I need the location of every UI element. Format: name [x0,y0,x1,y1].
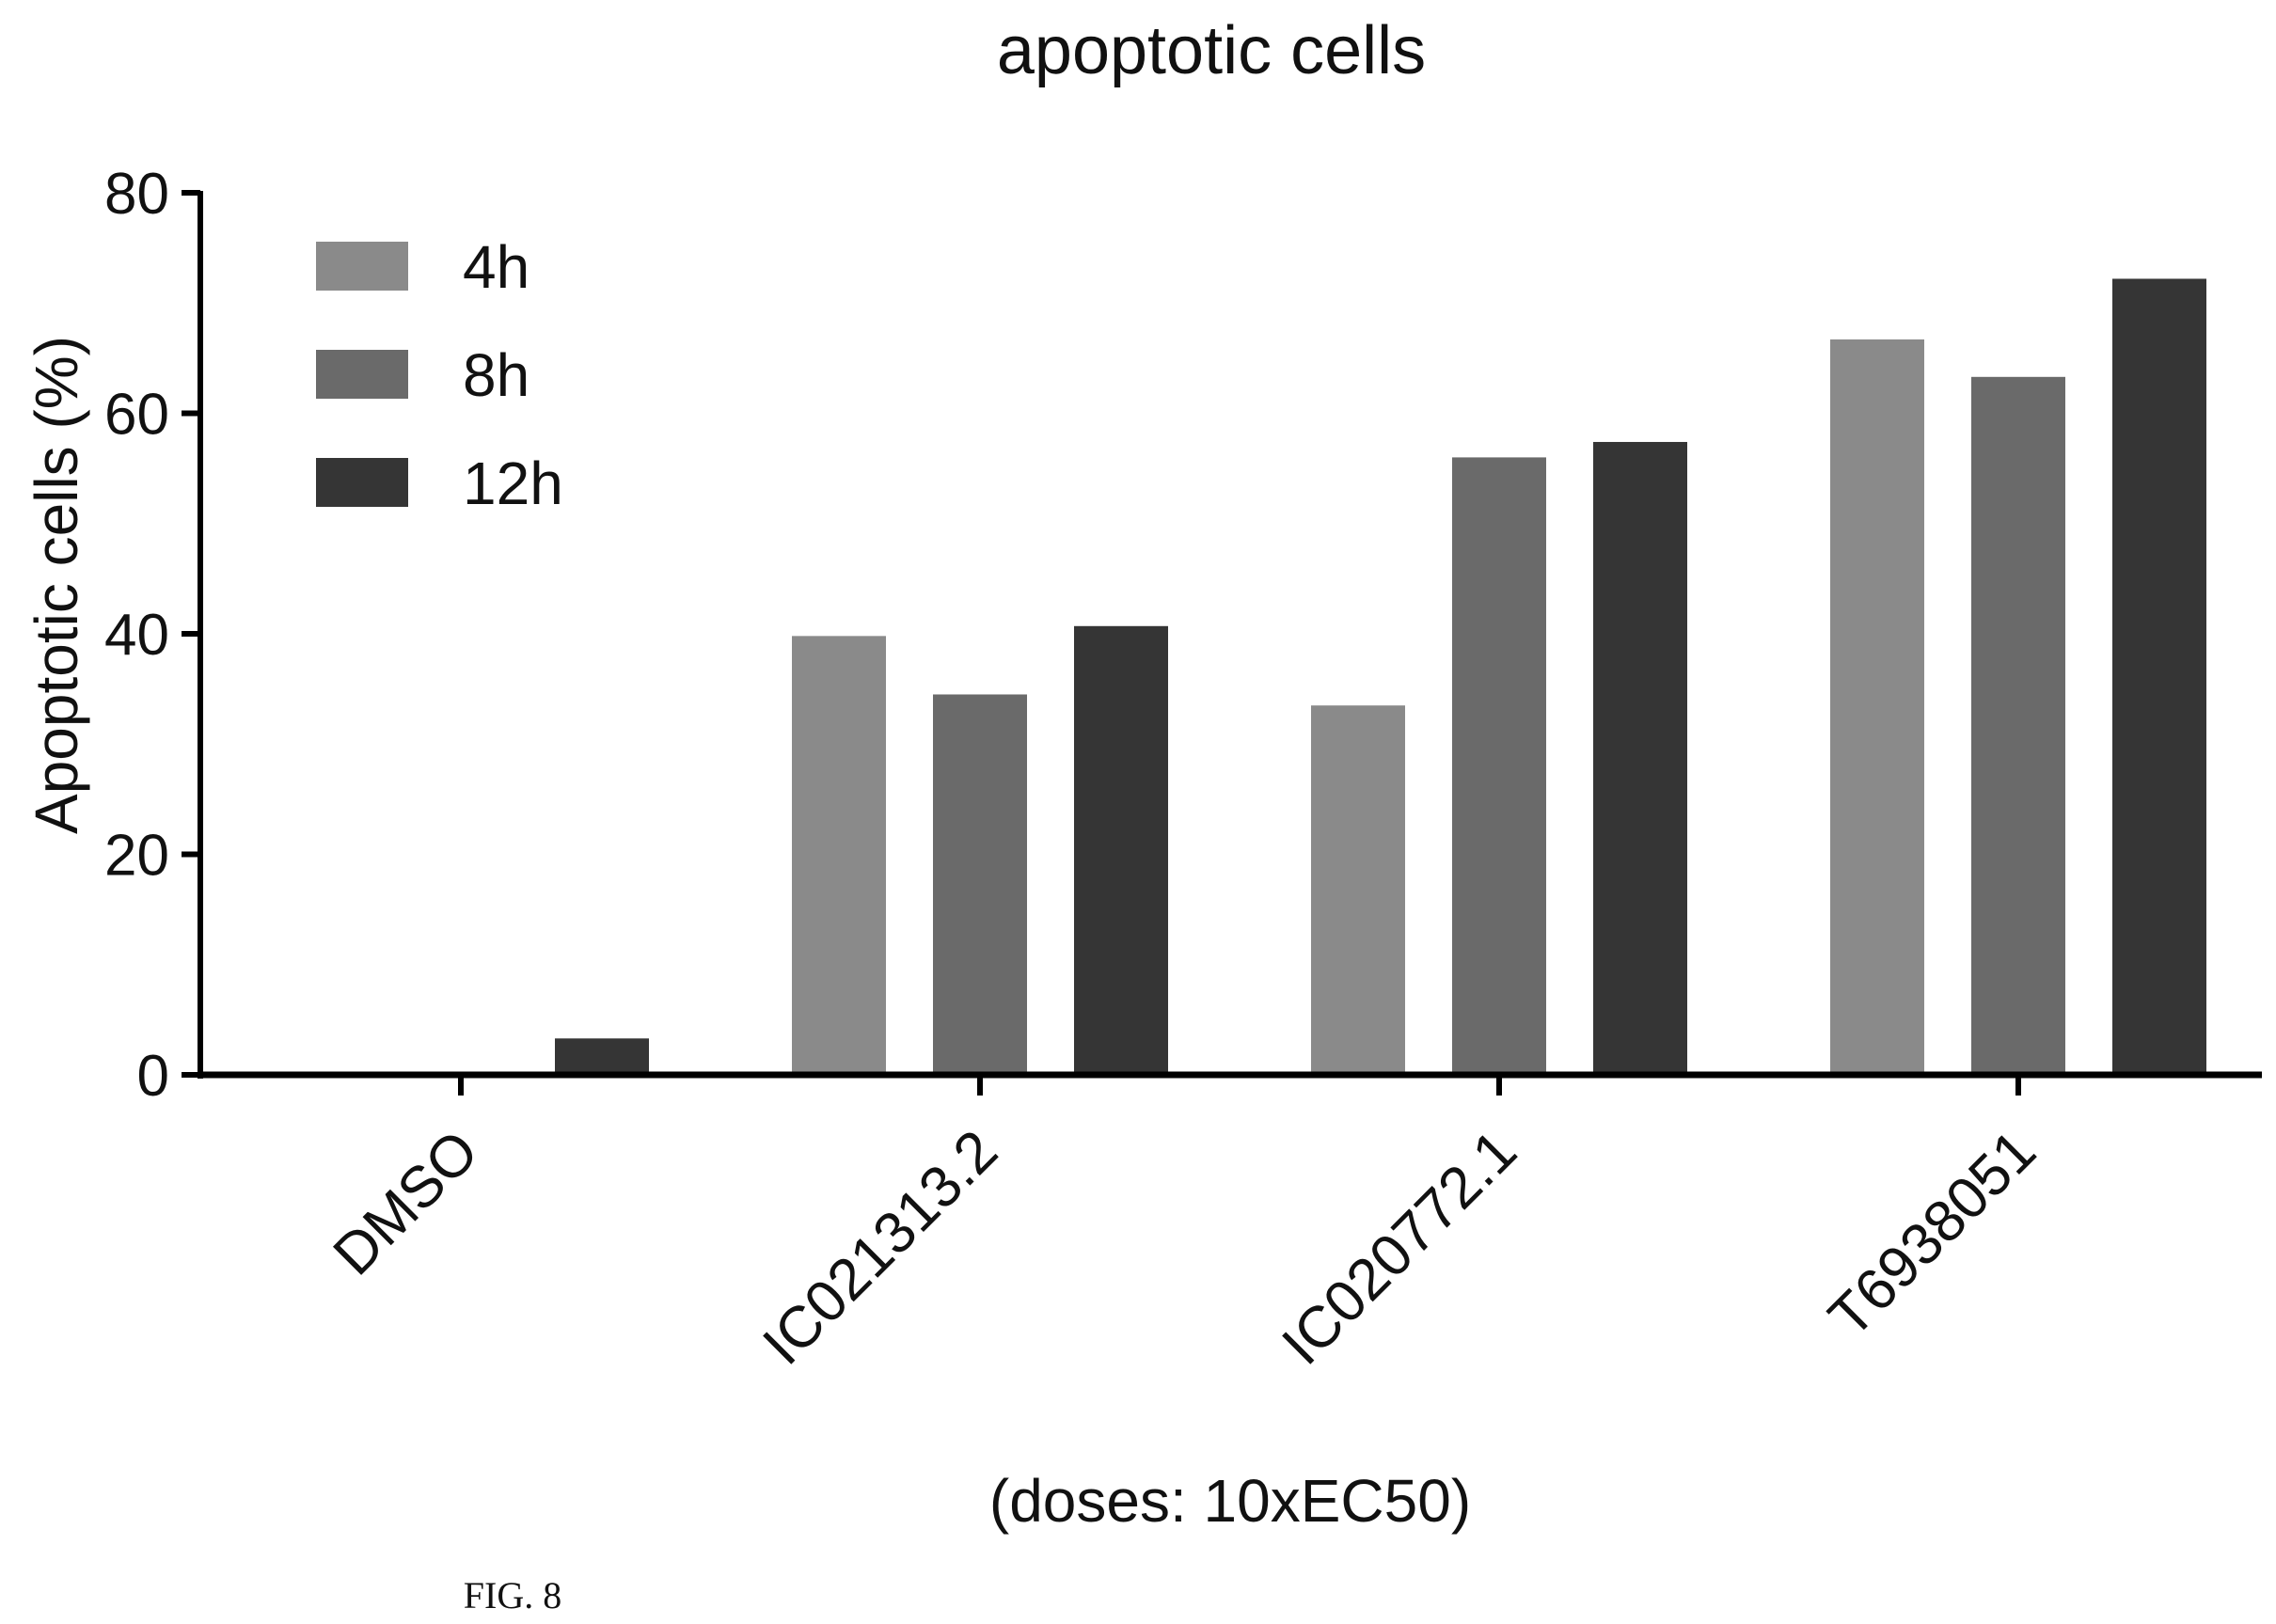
x-tick-label: IC020772.1 [1270,1118,1528,1377]
bars-group [555,278,2206,1076]
bar-12h-IC020772.1 [1593,441,1687,1075]
bar-8h-IC020772.1 [1452,457,1546,1075]
bar-8h-T6938051 [1971,376,2065,1075]
bar-4h-IC020772.1 [1311,705,1405,1075]
legend-swatch-12h [316,458,408,507]
legend-label: 12h [463,449,563,517]
y-tick-label: 20 [104,824,169,889]
x-axis: DMSO IC021313.2 IC020772.1 T6938051 [198,1071,2262,1378]
bar-4h-IC021313.2 [792,636,886,1075]
bar-12h-DMSO [555,1038,649,1075]
x-tick-label: T6938051 [1817,1118,2048,1349]
legend-label: 8h [463,341,529,409]
y-axis-label: Apoptotic cells (%) [23,336,90,834]
figure-caption: FIG. 8 [464,1574,561,1616]
legend-label: 4h [463,233,529,301]
bar-8h-IC021313.2 [933,694,1027,1075]
x-tick-label: IC021313.2 [751,1118,1009,1377]
x-axis-label: (doses: 10xEC50) [989,1467,1471,1535]
legend-swatch-4h [316,242,408,291]
chart-title: apoptotic cells [997,13,1426,88]
bar-4h-T6938051 [1830,339,1924,1075]
y-axis: 0 20 40 60 80 [104,162,203,1109]
y-tick-label: 60 [104,383,169,448]
bar-12h-IC021313.2 [1074,625,1168,1075]
y-tick-label: 0 [137,1044,169,1109]
y-tick-label: 40 [104,603,169,668]
bar-12h-T6938051 [2112,278,2206,1076]
legend-swatch-8h [316,350,408,399]
x-tick-label: DMSO [322,1118,491,1287]
y-tick-label: 80 [104,162,169,227]
legend: 4h 8h 12h [316,233,563,517]
